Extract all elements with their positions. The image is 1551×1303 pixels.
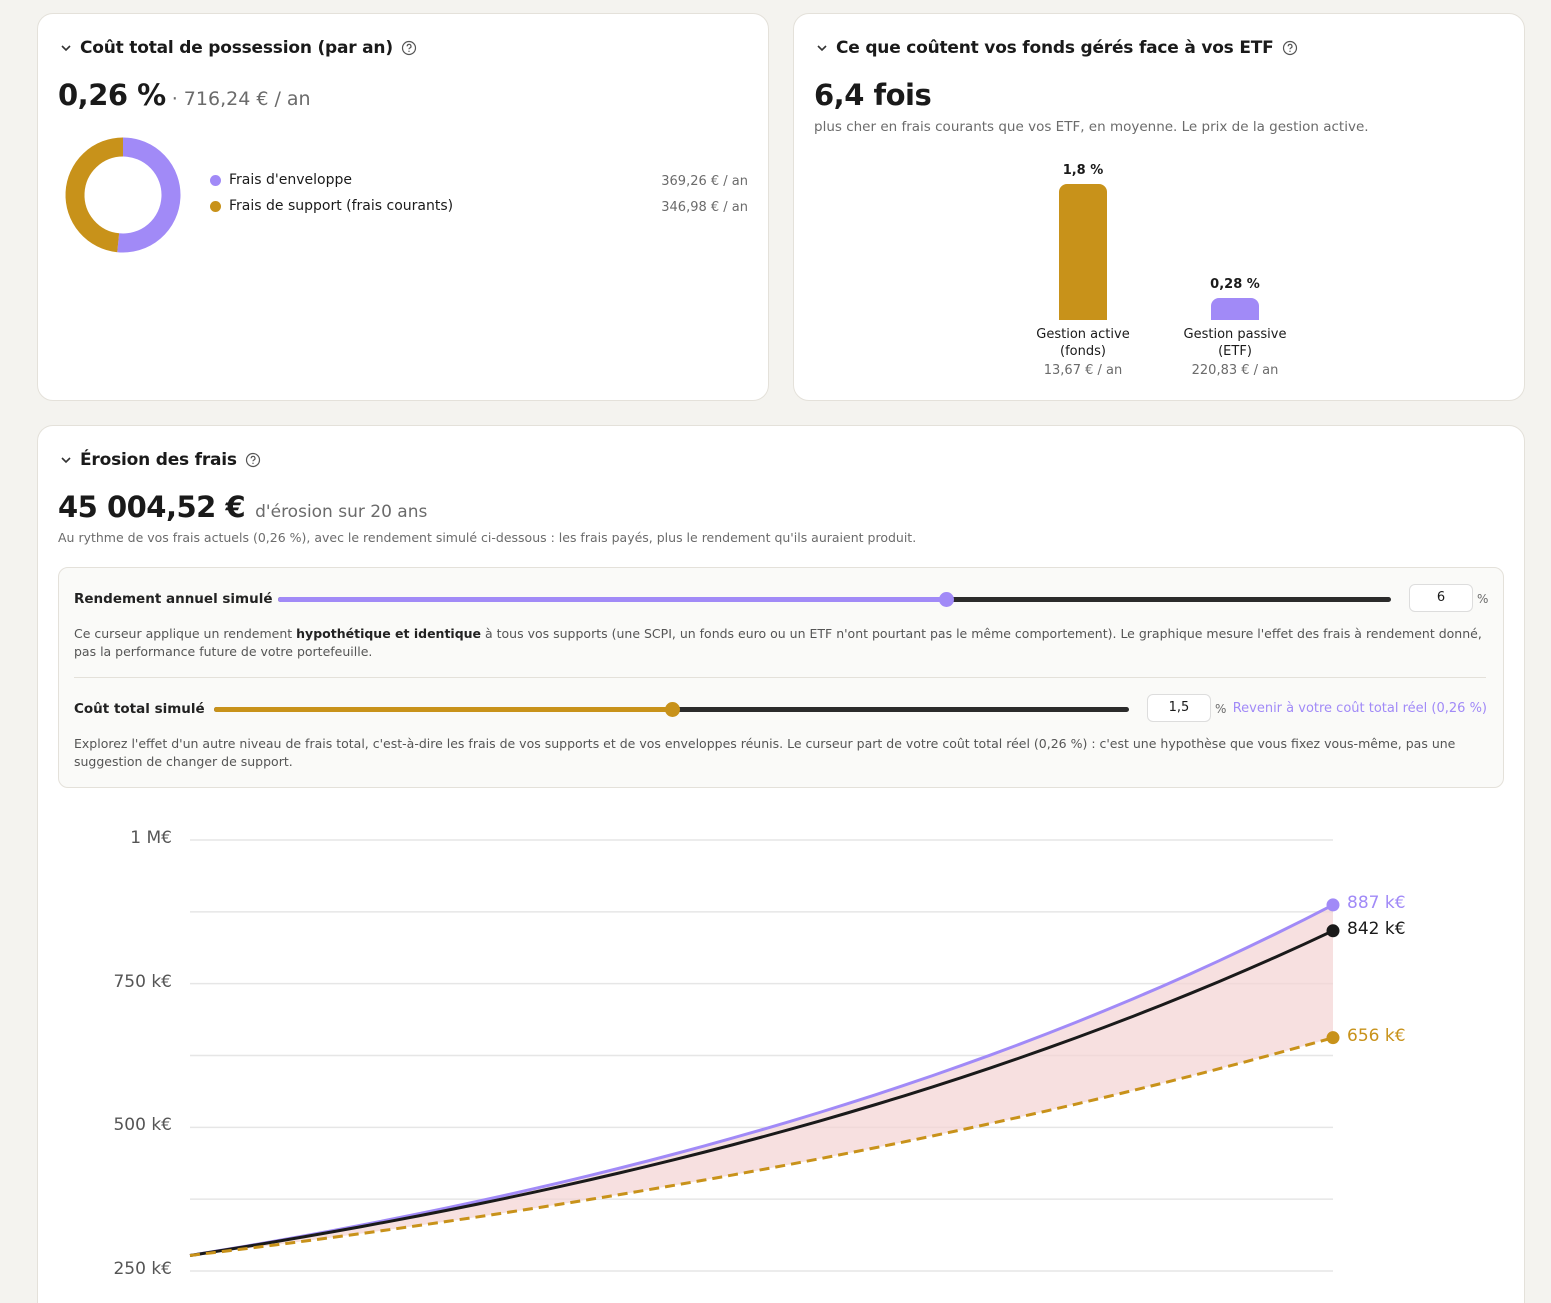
- funds-vs-etf-header[interactable]: Ce que coûtent vos fonds gérés face à vo…: [816, 38, 1298, 58]
- yield-slider[interactable]: [278, 592, 1391, 607]
- yield-slider-label: Rendement annuel simulé: [74, 591, 273, 607]
- erosion-amount: 45 004,52 €: [58, 490, 246, 524]
- series-end-dot: [1326, 924, 1340, 938]
- y-tick-label: 250 k€: [113, 1259, 172, 1279]
- donut-slice: [117, 137, 181, 253]
- yield-unit: %: [1477, 592, 1489, 606]
- cost-unit: %: [1215, 702, 1227, 716]
- bar-category-label: Gestion passive: [1183, 327, 1287, 342]
- cost-slider[interactable]: [214, 702, 1129, 717]
- cost-slider-label: Coût total simulé: [74, 701, 205, 717]
- bar-active: [1059, 184, 1107, 320]
- total-cost-header[interactable]: Coût total de possession (par an): [60, 38, 417, 58]
- cost-slider-thumb[interactable]: [664, 702, 680, 717]
- yield-input[interactable]: 6: [1409, 584, 1473, 612]
- legend-label: Frais de support (frais courants): [229, 198, 454, 214]
- panel-divider: [74, 677, 1486, 678]
- legend-dot-purple: [210, 174, 221, 186]
- legend-value: 369,26 € / an: [661, 174, 748, 189]
- simulation-panel: Rendement annuel simulé 6 % Ce curseur a…: [58, 567, 1504, 788]
- erosion-note: Au rythme de vos frais actuels (0,26 %),…: [58, 530, 917, 545]
- yield-slider-fill: [278, 597, 946, 602]
- bar-category-sublabel: (ETF): [1218, 344, 1252, 359]
- yield-slider-thumb[interactable]: [938, 592, 954, 607]
- y-tick-label: 1 M€: [130, 828, 172, 848]
- bar-passive: [1211, 298, 1259, 320]
- bar-value-label: 1,8 %: [1062, 163, 1104, 178]
- series-end-label: 887 k€: [1347, 892, 1406, 913]
- ratio-value: 6,4 fois: [814, 78, 932, 112]
- donut-slice: [65, 137, 124, 253]
- yield-description: Ce curseur applique un rendement hypothé…: [74, 625, 1484, 661]
- fee-erosion-title: Érosion des frais: [80, 450, 237, 470]
- series-end-label: 842 k€: [1347, 918, 1406, 939]
- legend-item-support: Frais de support (frais courants): [210, 198, 453, 214]
- desc-text: Ce curseur applique un rendement: [74, 626, 297, 641]
- cost-description: Explorez l'effet d'un autre niveau de fr…: [74, 736, 1456, 769]
- series-end-label: 656 k€: [1347, 1025, 1406, 1046]
- fee-erosion-card: Érosion des frais 45 004,52 € d'érosion …: [37, 425, 1525, 1303]
- bar-category-sublabel: (fonds): [1060, 344, 1106, 359]
- bar-category-label: Gestion active: [1036, 327, 1130, 342]
- reset-cost-link[interactable]: Revenir à votre coût total réel (0,26 %): [1232, 701, 1487, 716]
- total-cost-percent: 0,26 %: [58, 78, 166, 112]
- ratio-subtitle: plus cher en frais courants que vos ETF,…: [814, 119, 1369, 135]
- fee-erosion-header[interactable]: Érosion des frais: [60, 450, 261, 470]
- series-end-dot: [1326, 1031, 1340, 1045]
- y-tick-label: 500 k€: [113, 1115, 172, 1136]
- help-icon[interactable]: [245, 452, 261, 468]
- series-end-dot: [1326, 898, 1340, 912]
- help-icon[interactable]: [1282, 40, 1298, 56]
- cost-slider-fill: [214, 707, 672, 712]
- erosion-suffix: d'érosion sur 20 ans: [255, 502, 428, 522]
- desc-text: à tous vos supports (une SCPI, un fonds …: [74, 626, 1482, 659]
- series-line-simulated_fees: [189, 1036, 1334, 1257]
- erosion-line-chart: [189, 839, 1340, 1272]
- cost-donut-chart: [65, 137, 181, 253]
- legend-dot-gold: [210, 200, 221, 212]
- legend-label: Frais d'enveloppe: [229, 172, 352, 188]
- chevron-down-icon: [61, 45, 71, 52]
- legend-value: 346,98 € / an: [661, 200, 748, 215]
- bar-amount: 220,83 € / an: [1191, 363, 1279, 378]
- y-tick-label: 750 k€: [113, 971, 172, 992]
- series-line-current_fees: [189, 929, 1334, 1257]
- funds-vs-etf-card: Ce que coûtent vos fonds gérés face à vo…: [793, 13, 1525, 401]
- funds-vs-etf-title: Ce que coûtent vos fonds gérés face à vo…: [836, 38, 1274, 58]
- cost-input[interactable]: 1,5: [1147, 694, 1211, 722]
- series-line-no_fees: [189, 903, 1334, 1257]
- erosion-area: [190, 904, 1333, 1256]
- chevron-down-icon: [61, 457, 71, 464]
- bar-amount: 13,67 € / an: [1043, 363, 1123, 378]
- desc-bold: hypothétique et identique: [296, 626, 482, 641]
- help-icon[interactable]: [401, 40, 417, 56]
- bar-value-label: 0,28 %: [1210, 277, 1260, 292]
- total-cost-card: Coût total de possession (par an) 0,26 %…: [37, 13, 769, 401]
- total-cost-title: Coût total de possession (par an): [80, 38, 393, 58]
- chevron-down-icon: [817, 45, 827, 52]
- total-cost-amount: · 716,24 € / an: [171, 88, 311, 110]
- legend-item-envelope: Frais d'enveloppe: [210, 172, 352, 188]
